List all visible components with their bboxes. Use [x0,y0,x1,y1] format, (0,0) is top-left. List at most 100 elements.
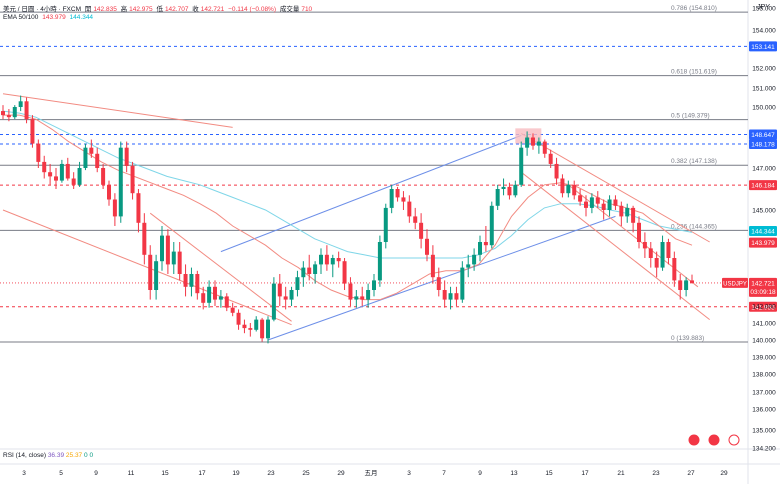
ema-badge-label: 144.344 [751,228,775,235]
candle-body [372,280,376,290]
candle-body [495,189,500,206]
symbol-header: 美元 / 日圓 · 4小時 · FXCM 開 142.835 高 142.975 低… [3,3,314,13]
current-price-badge [749,277,777,297]
candle-body [242,324,247,329]
red-downchannel-lower [520,171,710,320]
candle-body [207,286,212,303]
candle-body [118,147,123,217]
candle-body [330,258,335,265]
open-value: 142.835 [93,6,117,13]
candle-body [513,184,518,196]
candle-body [30,119,35,144]
level-label: 148.178 [751,142,775,149]
candle-body [160,235,164,262]
fib-label: 0.5 (149.379) [671,113,710,120]
candle-body [436,277,441,290]
ema-lines [2,110,693,301]
candle-body [536,141,541,146]
candle-body [354,296,359,300]
candle-body [395,189,400,198]
candle-body [165,235,170,265]
candle-body [48,172,53,177]
candle-body [18,101,23,107]
candle-body [466,264,471,268]
time-tick: 17 [198,470,206,477]
candle-body [666,242,671,258]
time-tick: 11 [128,470,135,477]
candle-body [218,296,223,300]
candle-body [54,176,58,181]
time-tick: 23 [652,470,660,477]
price-tick: 141.000 [752,321,776,328]
candle-body [407,201,412,217]
candle-body [277,283,282,297]
price-tick: 147.000 [752,166,776,173]
candle-body [24,101,29,120]
candle-body [419,222,424,239]
candle-body [36,143,41,162]
price-tick: 154.000 [752,28,776,35]
level-badge [749,41,777,52]
level-badge [749,180,777,191]
candle-body [642,242,647,249]
price-tick: 150.000 [752,105,776,112]
ema-badge [749,237,777,248]
candle-body [542,141,547,154]
candle-body [95,153,100,168]
candle-body [507,186,512,196]
candle-body [360,296,365,300]
volume-label: 成交量 [279,6,300,13]
candle-body [690,280,694,283]
symbol-name[interactable]: 美元 / 日圓 · 4小時 · FXCM [3,6,81,13]
candle-body [283,296,288,300]
time-tick: 13 [510,470,518,477]
candle-body [59,163,64,181]
fib-label: 0.786 (154.810) [671,5,717,12]
time-tick: 7 [442,470,446,477]
price-tick: 140.000 [752,338,776,345]
candle-body [595,197,600,204]
rsi-legend[interactable]: RSI (14, close) 36.39 25.37 0 0 [3,452,93,459]
candle-body [672,258,677,281]
level-label: 148.647 [751,132,775,139]
price-tick: 137.000 [752,390,776,397]
time-tick: 3 [22,470,26,477]
ema-label: EMA 50/100 [3,14,39,21]
candle-body [313,264,318,274]
candle-body [607,199,612,210]
candle-body [71,178,76,185]
candle-body [483,242,488,246]
candle-body [448,293,453,300]
change-value: −0.114 (−0.08%) [228,6,277,13]
low-label: 低 [156,6,163,13]
candle-body [425,238,429,255]
candle-body [112,199,117,217]
candle-body [660,242,665,268]
candle-body [531,137,535,146]
candle-body [519,147,524,185]
level-badge [749,301,777,312]
close-value: 142.721 [200,6,225,13]
rsi-extra-2: 0 [89,452,94,459]
flag-icon [728,434,740,446]
red-channel-upper [2,93,233,128]
red-channel-lower [2,209,292,326]
level-label: 141.955 [751,304,775,311]
ema-legend[interactable]: EMA 50/100 143.979 144.344 [3,14,95,21]
rsi-value: 36.39 [47,452,65,459]
price-tick: 155.000 [752,6,776,13]
red-channel-inner [149,212,292,322]
price-tick: 139.000 [752,355,776,362]
candle-body [236,312,241,325]
ema50-line [3,114,693,301]
candle-body [601,203,606,210]
candle-body [389,189,394,208]
candle-body [631,207,636,223]
red-downchannel-upper [520,133,710,243]
flag-icon [708,434,720,446]
candle-body [136,193,141,223]
candle-body [12,107,17,118]
candle-body [501,186,506,189]
